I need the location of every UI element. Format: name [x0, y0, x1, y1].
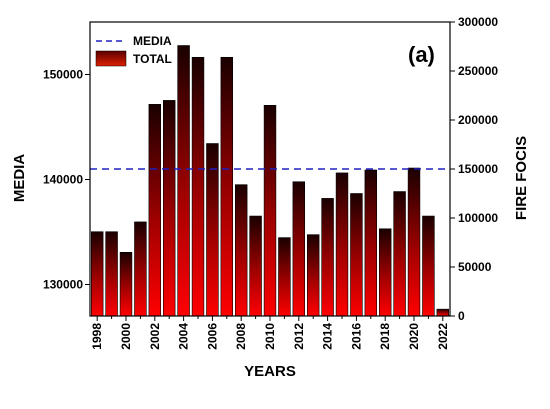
bar-2013 — [306, 234, 320, 317]
bars-layer — [91, 45, 450, 317]
bar-2009 — [249, 215, 262, 317]
bar-2004 — [177, 45, 190, 317]
x-tick-label: 2006 — [205, 323, 219, 350]
bar-2000 — [119, 252, 133, 317]
y2-tick-label: 0 — [458, 309, 465, 323]
legend-media-label: MEDIA — [133, 34, 172, 48]
panel-label: (a) — [408, 42, 435, 67]
y2-tick-label: 150000 — [458, 162, 498, 176]
bar-2020 — [407, 167, 421, 317]
x-tick-label: 2018 — [378, 323, 392, 350]
bar-2017 — [364, 169, 378, 317]
x-tick-label: 2010 — [263, 323, 277, 350]
bar-2008 — [235, 184, 248, 317]
x-tick-label: 2000 — [119, 323, 133, 350]
bar-2019 — [393, 191, 406, 317]
x-tick-label: 2020 — [407, 323, 421, 350]
bar-2003 — [163, 100, 176, 317]
bar-2014 — [321, 198, 334, 317]
x-tick-label: 2004 — [177, 323, 191, 350]
x-tick-label: 2016 — [349, 323, 363, 350]
x-tick-label: 2022 — [436, 323, 450, 350]
bar-2001 — [134, 221, 147, 317]
legend-total-swatch — [95, 50, 127, 67]
y2-tick-label: 250000 — [458, 64, 498, 78]
y2-axis-title: FIRE FOCIS — [513, 136, 530, 220]
y-tick-label: 130000 — [43, 278, 83, 292]
bar-2007 — [220, 56, 234, 317]
x-tick-label: 2008 — [234, 323, 248, 350]
y2-tick-label: 200000 — [458, 113, 498, 127]
bar-2021 — [422, 215, 435, 317]
y2-tick-label: 50000 — [458, 260, 492, 274]
x-tick-label: 1998 — [90, 323, 104, 350]
y2-tick-label: 300000 — [458, 15, 498, 29]
bar-2018 — [378, 228, 392, 317]
bar-1998 — [91, 231, 104, 317]
legend: MEDIA TOTAL — [95, 34, 172, 67]
y-axis-title: MEDIA — [11, 154, 28, 203]
bar-2011 — [278, 237, 291, 317]
x-tick-label: 2012 — [292, 323, 306, 350]
y-tick-label: 150000 — [43, 68, 83, 82]
y-tick-label: 140000 — [43, 173, 83, 187]
axes-layer: 130000 140000 150000 0 50000 100000 150000 2000… — [43, 15, 498, 350]
bar-2010 — [263, 105, 277, 317]
x-tick-label: 2014 — [321, 323, 335, 350]
bar-2022 — [436, 308, 450, 317]
bar-1999 — [105, 231, 118, 317]
bar-2016 — [350, 193, 363, 317]
x-axis-title: YEARS — [244, 363, 296, 380]
bar-2005 — [191, 56, 205, 317]
legend-total-label: TOTAL — [133, 52, 172, 66]
y2-tick-label: 100000 — [458, 211, 498, 225]
x-tick-label: 2002 — [148, 323, 162, 350]
bar-2002 — [148, 104, 162, 317]
bar-2015 — [335, 172, 349, 317]
bar-2012 — [292, 181, 306, 317]
